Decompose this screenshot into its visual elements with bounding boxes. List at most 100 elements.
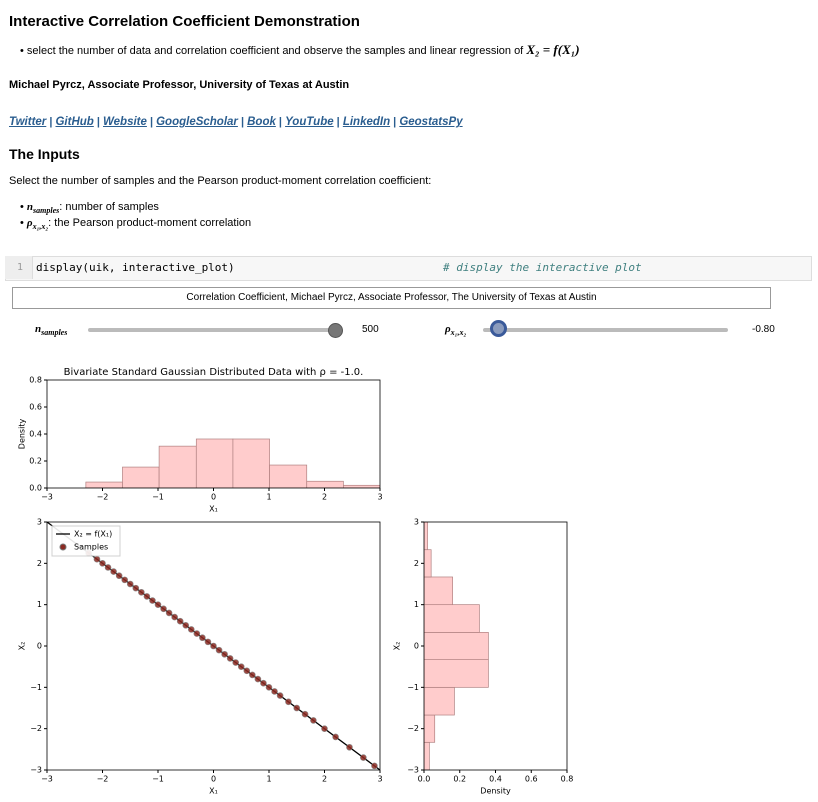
symbol: ρ [26, 217, 33, 229]
bar [424, 632, 489, 660]
bar [269, 464, 308, 488]
bar [424, 549, 432, 578]
bar [424, 604, 480, 633]
y-tick-label: 2 [37, 559, 42, 568]
link[interactable]: GoogleScholar [156, 116, 238, 128]
x-tick-label: 0.6 [525, 775, 538, 784]
point [285, 698, 292, 706]
link[interactable]: GitHub [55, 116, 94, 128]
legend-label: X₂ = f(X₁) [74, 530, 112, 539]
y-tick-label: 3 [37, 518, 42, 527]
x-tick-label: 0.2 [453, 775, 466, 784]
slider-track[interactable] [483, 328, 728, 332]
point [176, 617, 184, 625]
x-tick-label: −1 [152, 493, 164, 502]
x-tick-label: −3 [41, 493, 53, 502]
point [271, 688, 278, 695]
point [193, 630, 201, 637]
point [346, 743, 353, 751]
input-item: • nsamples: number of samples [20, 201, 159, 216]
separator: | [275, 116, 286, 128]
point [310, 717, 317, 724]
heading: The Inputs [9, 146, 80, 162]
bar [424, 659, 489, 688]
x-tick-label: −3 [41, 775, 53, 784]
y-axis-label: X₂ [18, 642, 27, 651]
gutter [5, 256, 33, 279]
x-axis-label: X₁ [209, 505, 218, 514]
links: Twitter | GitHub | Website | GoogleSchol… [9, 112, 463, 130]
y-axis-label: Density [18, 419, 27, 450]
separator: | [146, 116, 157, 128]
banner: Correlation Coefficient, Michael Pyrcz, … [12, 287, 771, 309]
inputs-text: Select the number of samples and the Pea… [9, 175, 432, 187]
point [165, 609, 173, 617]
y-tick-label: 0 [37, 642, 42, 651]
point [182, 622, 190, 629]
y-tick-label: −3 [407, 766, 419, 775]
bar [424, 686, 455, 716]
link[interactable]: Website [103, 116, 147, 128]
link[interactable]: LinkedIn [342, 116, 391, 128]
y-tick-label: −1 [407, 683, 419, 692]
y-tick-label: 1 [414, 600, 419, 609]
separator: | [333, 116, 343, 128]
point [171, 613, 178, 621]
x-tick-label: 3 [377, 775, 382, 784]
symbol: n [35, 323, 42, 335]
item-text: : the Pearson product-moment correlation [48, 217, 252, 229]
code-cell[interactable] [5, 256, 812, 281]
chart-title: Bivariate Standard Gaussian Distributed … [64, 367, 364, 378]
subscript: x₁,x₂ [450, 328, 467, 338]
legend-marker [59, 543, 67, 551]
link[interactable]: Book [247, 116, 276, 128]
point [260, 679, 267, 687]
input-item: • ρx₁,x₂: the Pearson product-moment cor… [20, 217, 252, 232]
legend-label: Samples [74, 543, 108, 552]
point [226, 655, 234, 662]
point [121, 576, 128, 584]
x-axis-label: Density [480, 787, 511, 796]
point [110, 568, 117, 575]
x-tick-label: 0.0 [418, 775, 431, 784]
point [371, 762, 378, 770]
point [293, 704, 301, 712]
point [232, 659, 239, 666]
y-tick-label: −3 [30, 766, 42, 775]
bar [195, 438, 234, 488]
y-axis-label: X₂ [393, 642, 402, 651]
code: display(uik, interactive_plot) [36, 261, 235, 274]
link[interactable]: Twitter [9, 116, 47, 128]
legend [51, 525, 121, 557]
link[interactable]: YouTube [285, 116, 334, 128]
bar [158, 445, 197, 488]
point [149, 597, 156, 604]
point [99, 560, 106, 567]
slider-value: 500 [362, 324, 379, 335]
point [204, 638, 212, 646]
point [221, 650, 228, 658]
link[interactable]: GeostatsPy [399, 116, 463, 128]
author: Michael Pyrcz, Associate Professor, Univ… [9, 79, 350, 91]
point [210, 642, 217, 650]
point [237, 663, 245, 670]
point [160, 605, 167, 613]
x-tick-label: 0 [211, 493, 216, 502]
slider-track[interactable] [88, 328, 335, 332]
point [126, 580, 134, 588]
bar [424, 741, 430, 770]
item-text: : number of samples [59, 201, 159, 213]
bar [85, 481, 123, 488]
point [132, 584, 140, 592]
subscript: samples [33, 206, 60, 216]
x-tick-label: 3 [377, 493, 382, 502]
point [138, 588, 145, 596]
bar [306, 480, 344, 488]
slider-knob[interactable] [328, 323, 343, 338]
point [321, 725, 328, 732]
point [93, 555, 101, 563]
symbol: ρ [445, 323, 451, 335]
slider-knob[interactable] [490, 320, 507, 337]
